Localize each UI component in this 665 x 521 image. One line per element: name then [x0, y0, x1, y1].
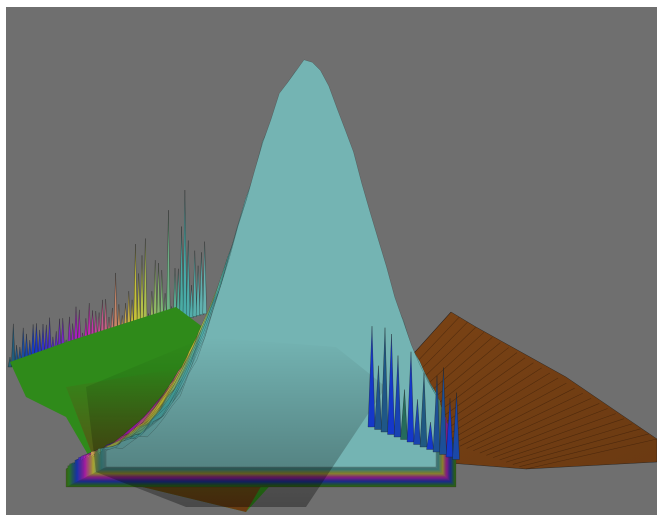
front-spike [400, 389, 408, 440]
front-spike [439, 367, 447, 455]
ridge-spike [192, 250, 197, 317]
ridge-spike [189, 285, 194, 318]
front-spike [367, 326, 376, 428]
ridge-spike [199, 252, 204, 315]
front-spike [445, 398, 454, 458]
front-spike [387, 333, 395, 435]
ridge-spike [195, 265, 201, 316]
3d-surface-plot [6, 7, 657, 515]
front-spike [452, 392, 460, 460]
front-face-shade [86, 337, 386, 507]
front-spike [426, 422, 434, 450]
front-spike [380, 327, 389, 433]
3d-plot-viewport[interactable] [6, 7, 657, 515]
front-spike [419, 372, 428, 448]
front-spike [413, 399, 421, 445]
front-spike [374, 365, 382, 430]
front-spike [406, 351, 415, 443]
front-spike [432, 375, 441, 453]
surface-peak-mesh [65, 59, 457, 507]
ridge-spike [202, 241, 207, 315]
front-spike [393, 355, 402, 438]
front-right-spikes [367, 326, 460, 460]
